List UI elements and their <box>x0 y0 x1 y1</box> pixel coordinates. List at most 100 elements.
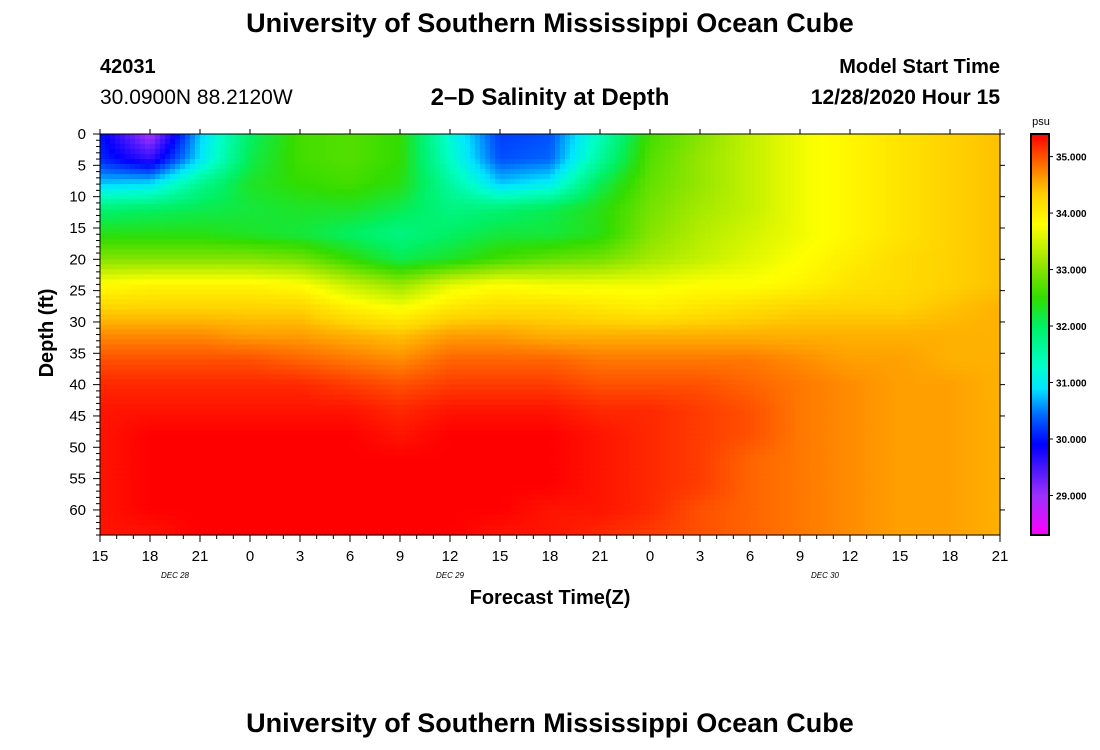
heatmap-cell <box>775 169 781 175</box>
heatmap-cell <box>150 239 156 245</box>
heatmap-cell <box>610 269 616 275</box>
heatmap-cell <box>925 229 931 235</box>
heatmap-cell <box>140 169 146 175</box>
heatmap-cell <box>680 149 686 155</box>
heatmap-cell <box>790 214 796 220</box>
heatmap-cell <box>150 199 156 205</box>
heatmap-cell <box>315 234 321 240</box>
heatmap-cell <box>410 219 416 225</box>
heatmap-cell <box>725 164 731 170</box>
heatmap-cell <box>935 159 941 165</box>
heatmap-cell <box>715 214 721 220</box>
heatmap-cell <box>495 264 501 270</box>
heatmap-cell <box>435 224 441 230</box>
heatmap-cell <box>860 219 866 225</box>
heatmap-cell <box>280 199 286 205</box>
heatmap-cell <box>285 204 291 210</box>
heatmap-cell <box>590 214 596 220</box>
heatmap-cell <box>205 179 211 185</box>
heatmap-cell <box>455 189 461 195</box>
heatmap-cell <box>245 149 251 155</box>
heatmap-cell <box>205 159 211 165</box>
heatmap-cell <box>730 269 736 275</box>
heatmap-cell <box>535 144 541 150</box>
heatmap-cell <box>295 249 301 255</box>
heatmap-cell <box>560 259 566 265</box>
heatmap-cell <box>470 269 476 275</box>
heatmap-cell <box>300 169 306 175</box>
heatmap-cell <box>845 234 851 240</box>
heatmap-cell <box>655 229 661 235</box>
heatmap-cell <box>650 139 656 145</box>
heatmap-cell <box>100 164 106 170</box>
heatmap-cell <box>260 224 266 230</box>
heatmap-cell <box>770 199 776 205</box>
heatmap-cell <box>385 234 391 240</box>
heatmap-cell <box>275 249 281 255</box>
heatmap-cell <box>515 164 521 170</box>
heatmap-cell <box>170 244 176 250</box>
heatmap-cell <box>355 139 361 145</box>
heatmap-cell <box>330 139 336 145</box>
heatmap-cell <box>960 149 966 155</box>
heatmap-cell <box>800 199 806 205</box>
heatmap-cell <box>870 234 876 240</box>
heatmap-cell <box>755 214 761 220</box>
heatmap-cell <box>975 224 981 230</box>
heatmap-cell <box>130 139 136 145</box>
heatmap-cell <box>705 199 711 205</box>
heatmap-cell <box>705 219 711 225</box>
heatmap-cell <box>125 144 131 150</box>
heatmap-cell <box>360 264 366 270</box>
heatmap-cell <box>570 204 576 210</box>
heatmap-cell <box>940 134 946 140</box>
heatmap-cell <box>475 209 481 215</box>
heatmap-cell <box>560 229 566 235</box>
heatmap-cell <box>425 174 431 180</box>
heatmap-cell <box>685 144 691 150</box>
heatmap-cell <box>705 154 711 160</box>
heatmap-cell <box>190 214 196 220</box>
heatmap-cell <box>970 209 976 215</box>
heatmap-cell <box>485 224 491 230</box>
heatmap-cell <box>340 234 346 240</box>
heatmap-cell <box>770 214 776 220</box>
heatmap-cell <box>745 269 751 275</box>
heatmap-cell <box>630 244 636 250</box>
heatmap-cell <box>890 199 896 205</box>
heatmap-cell <box>295 144 301 150</box>
heatmap-cell <box>540 134 546 140</box>
heatmap-cell <box>815 254 821 260</box>
heatmap-cell <box>495 144 501 150</box>
heatmap-cell <box>695 249 701 255</box>
heatmap-cell <box>410 184 416 190</box>
heatmap-cell <box>490 179 496 185</box>
heatmap-cell <box>705 139 711 145</box>
heatmap-cell <box>980 204 986 210</box>
heatmap-cell <box>350 134 356 140</box>
heatmap-cell <box>590 259 596 265</box>
heatmap-cell <box>730 174 736 180</box>
heatmap-cell <box>370 139 376 145</box>
heatmap-cell <box>325 139 331 145</box>
heatmap-cell <box>505 139 511 145</box>
heatmap-cell <box>140 154 146 160</box>
heatmap-cell <box>555 194 561 200</box>
heatmap-cell <box>290 219 296 225</box>
heatmap-cell <box>630 174 636 180</box>
heatmap-cell <box>405 204 411 210</box>
heatmap-cell <box>910 244 916 250</box>
heatmap-cell <box>900 244 906 250</box>
heatmap-cell <box>270 189 276 195</box>
heatmap-cell <box>940 264 946 270</box>
heatmap-cell <box>395 204 401 210</box>
heatmap-cell <box>385 269 391 275</box>
heatmap-cell <box>145 189 151 195</box>
heatmap-cell <box>420 219 426 225</box>
heatmap-cell <box>285 139 291 145</box>
heatmap-cell <box>470 254 476 260</box>
heatmap-cell <box>850 199 856 205</box>
heatmap-cell <box>105 209 111 215</box>
heatmap-cell <box>875 249 881 255</box>
heatmap-cell <box>350 229 356 235</box>
